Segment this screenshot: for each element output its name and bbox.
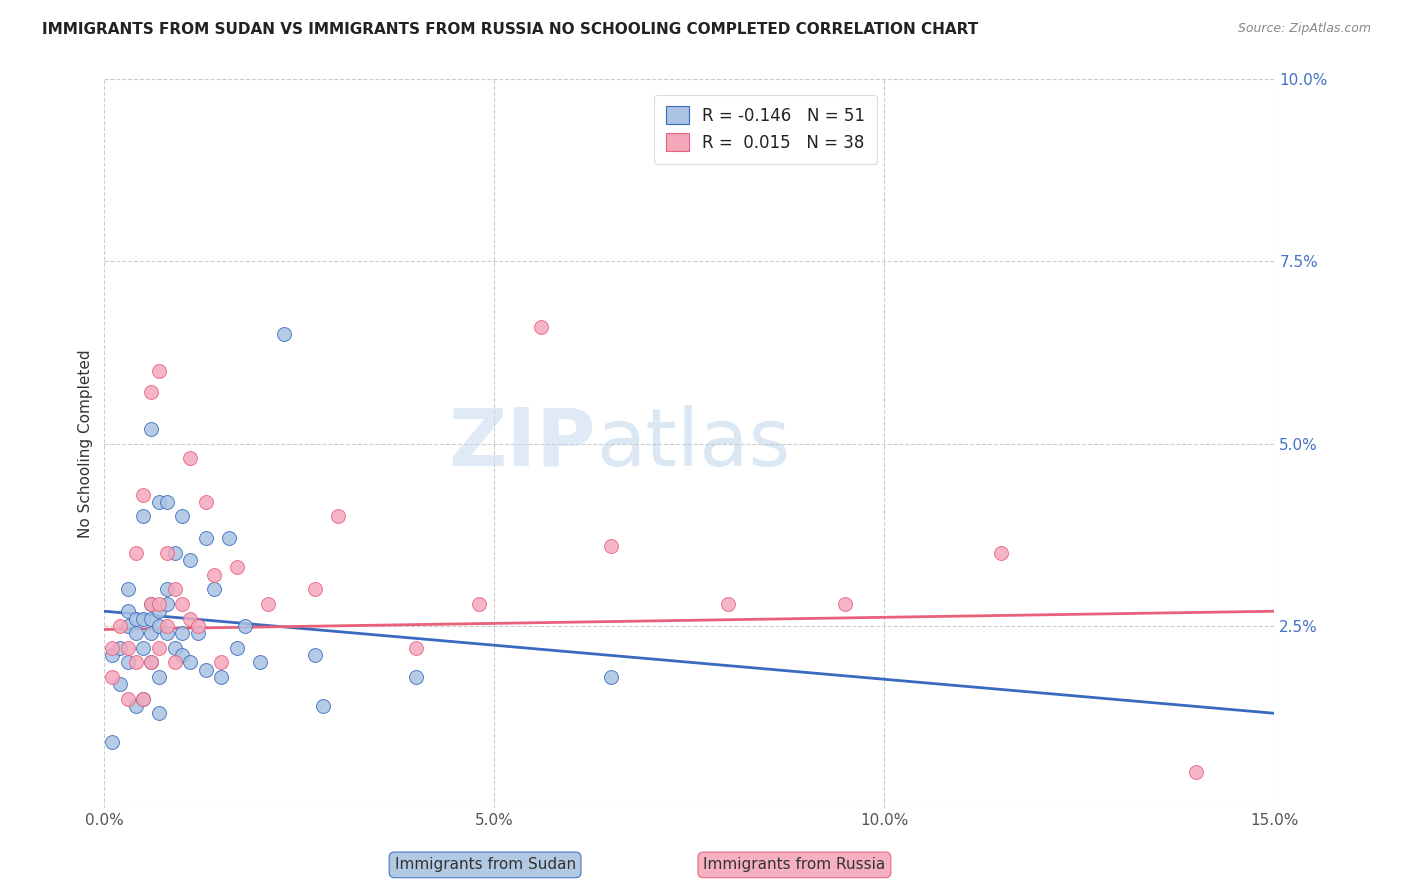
Point bbox=[124, 698, 146, 713]
Point bbox=[468, 597, 491, 611]
Point bbox=[132, 640, 155, 655]
Y-axis label: No Schooling Completed: No Schooling Completed bbox=[79, 349, 93, 538]
Point bbox=[172, 597, 194, 611]
Point bbox=[304, 582, 326, 597]
Point bbox=[209, 670, 232, 684]
Point bbox=[148, 604, 170, 618]
Point bbox=[156, 495, 179, 509]
Point bbox=[405, 640, 427, 655]
Point bbox=[132, 691, 155, 706]
Point bbox=[124, 626, 146, 640]
Point bbox=[132, 611, 155, 625]
Point bbox=[179, 655, 201, 669]
Point bbox=[141, 385, 163, 400]
Point bbox=[600, 670, 623, 684]
Point bbox=[172, 509, 194, 524]
Point bbox=[141, 422, 163, 436]
Point bbox=[141, 597, 163, 611]
Point bbox=[101, 640, 124, 655]
Point bbox=[117, 604, 139, 618]
Point bbox=[273, 327, 295, 342]
Point bbox=[405, 670, 427, 684]
Point bbox=[141, 655, 163, 669]
Point bbox=[312, 698, 335, 713]
Point bbox=[156, 597, 179, 611]
Point bbox=[218, 531, 240, 545]
Point bbox=[132, 691, 155, 706]
Point bbox=[124, 611, 146, 625]
Point bbox=[1185, 764, 1208, 779]
Point bbox=[834, 597, 856, 611]
Point bbox=[163, 655, 186, 669]
Point bbox=[132, 487, 155, 501]
Point bbox=[194, 531, 217, 545]
Point bbox=[156, 582, 179, 597]
Point bbox=[990, 546, 1012, 560]
Point bbox=[233, 619, 256, 633]
Point bbox=[148, 597, 170, 611]
Point bbox=[172, 626, 194, 640]
Point bbox=[117, 691, 139, 706]
Point bbox=[108, 619, 131, 633]
Point bbox=[179, 451, 201, 466]
Point bbox=[172, 648, 194, 662]
Point bbox=[163, 640, 186, 655]
Point bbox=[108, 640, 131, 655]
Point bbox=[101, 670, 124, 684]
Point bbox=[202, 582, 225, 597]
Point bbox=[226, 640, 249, 655]
Point bbox=[101, 648, 124, 662]
Point bbox=[209, 655, 232, 669]
Point bbox=[179, 553, 201, 567]
Point bbox=[132, 509, 155, 524]
Point bbox=[117, 619, 139, 633]
Legend: R = -0.146   N = 51, R =  0.015   N = 38: R = -0.146 N = 51, R = 0.015 N = 38 bbox=[654, 95, 877, 163]
Point bbox=[257, 597, 280, 611]
Point bbox=[163, 546, 186, 560]
Point bbox=[179, 611, 201, 625]
Point bbox=[156, 619, 179, 633]
Point bbox=[124, 546, 146, 560]
Point bbox=[108, 677, 131, 691]
Point bbox=[117, 582, 139, 597]
Point bbox=[187, 626, 209, 640]
Point bbox=[187, 619, 209, 633]
Point bbox=[141, 611, 163, 625]
Point bbox=[148, 640, 170, 655]
Point bbox=[148, 495, 170, 509]
Text: atlas: atlas bbox=[596, 405, 790, 483]
Point bbox=[304, 648, 326, 662]
Point bbox=[530, 319, 553, 334]
Point bbox=[148, 706, 170, 721]
Point bbox=[101, 735, 124, 749]
Point bbox=[141, 655, 163, 669]
Point bbox=[678, 101, 700, 115]
Point bbox=[226, 560, 249, 574]
Text: Source: ZipAtlas.com: Source: ZipAtlas.com bbox=[1237, 22, 1371, 36]
Point bbox=[163, 582, 186, 597]
Point bbox=[202, 567, 225, 582]
Point bbox=[194, 495, 217, 509]
Point bbox=[717, 597, 740, 611]
Text: IMMIGRANTS FROM SUDAN VS IMMIGRANTS FROM RUSSIA NO SCHOOLING COMPLETED CORRELATI: IMMIGRANTS FROM SUDAN VS IMMIGRANTS FROM… bbox=[42, 22, 979, 37]
Point bbox=[249, 655, 271, 669]
Point bbox=[141, 597, 163, 611]
Text: Immigrants from Russia: Immigrants from Russia bbox=[703, 857, 886, 872]
Point bbox=[328, 509, 350, 524]
Point bbox=[156, 626, 179, 640]
Text: Immigrants from Sudan: Immigrants from Sudan bbox=[395, 857, 575, 872]
Point bbox=[194, 663, 217, 677]
Point bbox=[156, 546, 179, 560]
Text: ZIP: ZIP bbox=[449, 405, 596, 483]
Point bbox=[148, 363, 170, 377]
Point bbox=[124, 655, 146, 669]
Point bbox=[600, 539, 623, 553]
Point bbox=[141, 626, 163, 640]
Point bbox=[148, 619, 170, 633]
Point bbox=[148, 670, 170, 684]
Point bbox=[117, 655, 139, 669]
Point bbox=[117, 640, 139, 655]
